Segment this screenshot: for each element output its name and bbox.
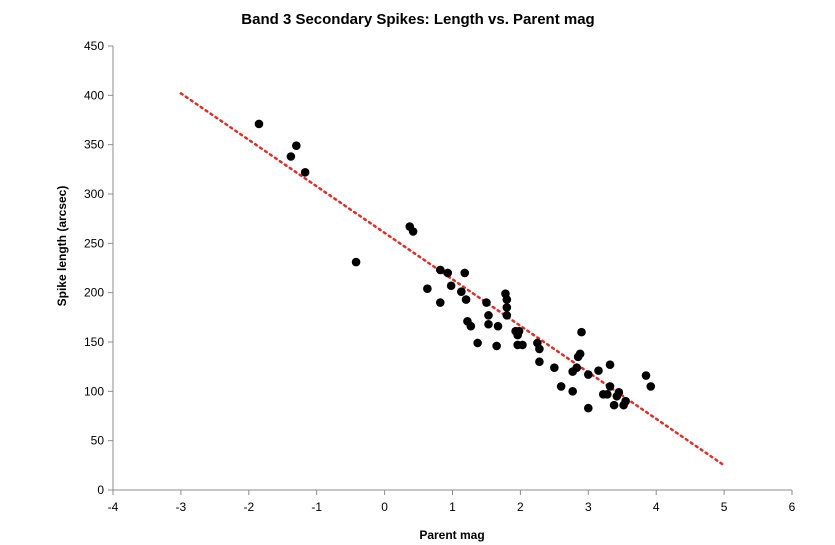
data-point [575,349,585,359]
x-axis-label: Parent mag [419,528,484,542]
y-tick-label: 50 [91,434,105,448]
data-point [535,344,544,354]
data-point [351,257,361,267]
y-tick-label: 250 [84,236,104,250]
data-point [550,363,559,372]
data-point [292,141,301,150]
data-point [641,371,651,380]
axes: 0 50 100 150 200 250 300 350 400 450 -4 -3 -2 -1 0 1 2 3 4… [84,39,796,514]
x-tick-label: 2 [517,500,524,514]
data-point [518,340,527,350]
data-point [568,387,577,396]
data-point [423,284,432,294]
data-point [443,268,453,278]
x-tick-label: -1 [311,500,322,514]
data-point [482,298,491,307]
x-tick-label: 3 [585,500,592,514]
x-tick-label: 0 [381,500,388,514]
trendline-group [179,92,726,467]
x-tick-label: -2 [243,500,254,514]
data-point [605,360,615,369]
data-point [621,396,630,406]
data-point [461,295,471,304]
data-point [484,319,493,329]
data-point [408,227,418,236]
data-point [502,303,512,312]
data-point [584,403,593,413]
y-tick-label: 100 [84,384,104,398]
y-tick-label: 400 [84,88,104,102]
data-point [605,382,615,391]
y-tick-label: 150 [84,335,104,349]
chart-title: Band 3 Secondary Spikes: Length vs. Pare… [241,11,594,28]
x-tick-label: 4 [653,500,660,514]
data-point [484,311,493,320]
data-point [603,389,612,399]
x-tick-label: 5 [721,500,728,514]
data-point [286,152,296,161]
data-point [457,287,466,296]
data-point [514,326,524,336]
data-point [609,400,619,410]
data-point [614,388,624,397]
data-point [572,363,582,372]
y-tick-label: 450 [84,39,104,53]
y-tick-label: 350 [84,138,104,152]
data-point [254,119,264,129]
data-point [435,265,445,275]
data-point [502,311,512,320]
x-tick-label: -4 [108,500,119,514]
trendline [179,92,726,467]
data-point [535,357,544,367]
data-point [435,298,445,307]
data-points [254,119,656,413]
x-tick-label: 6 [789,500,796,514]
data-point [577,327,586,337]
data-point [473,338,482,348]
data-point [556,382,566,391]
data-point [584,370,593,379]
data-point [502,295,512,304]
x-tick-label: -3 [176,500,187,514]
x-tick-label: 1 [449,500,456,514]
data-point [492,341,501,351]
data-point [466,321,476,331]
y-axis-label: Spike length (arcsec) [55,186,69,307]
data-point [646,382,656,391]
y-tick-label: 300 [84,187,104,201]
y-tick-label: 200 [84,286,104,300]
data-point [460,268,470,278]
data-point [493,321,503,331]
y-tick-label: 0 [97,483,104,497]
data-point [594,366,603,375]
data-point [446,281,456,291]
data-point [300,167,310,177]
